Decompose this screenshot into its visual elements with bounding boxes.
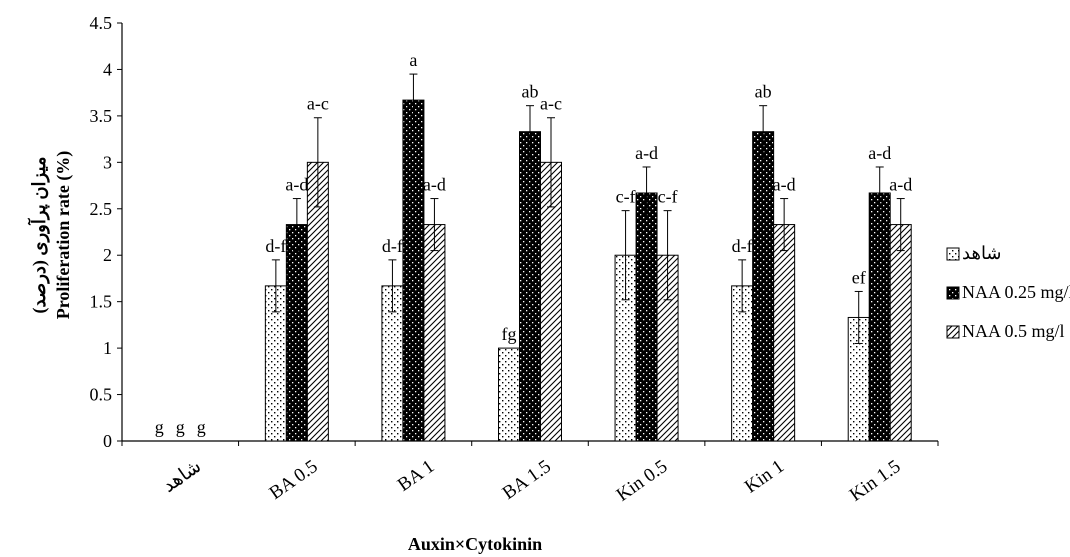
bar: [423, 224, 446, 442]
bar: [773, 224, 796, 442]
x-tick-label: Kin 1: [741, 456, 788, 498]
data-label: a-d: [285, 175, 308, 195]
data-label: c-f: [658, 187, 678, 207]
x-tick-label: Kin 1.5: [846, 456, 905, 506]
data-label: d-f: [382, 236, 403, 256]
data-label: a-d: [868, 143, 891, 163]
x-tick-label: Kin 0.5: [613, 456, 672, 506]
error-bar: [409, 73, 418, 127]
data-label: fg: [502, 324, 517, 344]
y-tick-label: 4: [103, 59, 112, 79]
x-tick-label: BA 1: [394, 456, 438, 496]
data-label: a-c: [307, 94, 329, 114]
data-label: a-d: [889, 175, 912, 195]
bar: [868, 192, 891, 442]
legend-item: شاهد: [946, 243, 1002, 263]
y-tick-label: 3.5: [90, 106, 113, 126]
x-axis-ticks: شاهد BA 0.5 BA 1 BA 1.5 Kin 0.5 Kin 1 Kin 1.5: [121, 441, 939, 506]
legend: شاهد NAA 0.25 mg/l NAA 0.5 mg/l: [946, 243, 1070, 341]
data-label: a: [409, 50, 417, 70]
y-tick-label: 2: [103, 245, 112, 265]
legend-item: NAA 0.25 mg/l: [946, 282, 1070, 302]
y-tick-label: 1: [103, 338, 112, 358]
data-label: a-d: [423, 175, 446, 195]
bar: [519, 131, 541, 442]
data-label: ef: [852, 267, 866, 287]
bar: [889, 224, 912, 442]
y-axis-ticks: 0 0.5 1 1.5 2 2.5 3 3.5 4 4.5: [90, 13, 122, 451]
y-tick-label: 0: [103, 431, 112, 451]
y-axis-title-en: Proliferation rate (%): [53, 151, 74, 320]
data-label: ab: [755, 82, 772, 102]
legend-label: NAA 0.25 mg/l: [962, 282, 1070, 302]
x-tick-label: شاهد: [159, 456, 205, 497]
error-bar: [292, 198, 301, 252]
data-label: g: [155, 417, 164, 437]
error-bar: [430, 198, 439, 252]
x-tick-label: BA 1.5: [499, 456, 555, 504]
bar: [498, 347, 520, 442]
y-tick-label: 4.5: [90, 13, 113, 33]
data-label: a-d: [773, 175, 796, 195]
error-bar: [896, 198, 905, 252]
data-label: a-d: [635, 143, 658, 163]
y-tick-label: 2.5: [90, 199, 113, 219]
bar: [285, 224, 308, 442]
error-bar: [738, 259, 747, 313]
legend-label: شاهد: [962, 243, 1002, 263]
y-axis-title-fa: میزان پرآوری (درصد): [27, 156, 50, 313]
legend-item: NAA 0.5 mg/l: [946, 321, 1065, 341]
error-bar: [271, 259, 280, 313]
error-bar: [313, 117, 322, 208]
error-bar: [388, 259, 397, 313]
data-label: c-f: [616, 187, 636, 207]
x-tick-label: BA 0.5: [266, 456, 322, 504]
error-bar: [759, 105, 768, 159]
legend-swatch: [946, 247, 960, 261]
bar: [402, 99, 425, 442]
y-tick-label: 0.5: [90, 385, 113, 405]
error-bar: [875, 166, 884, 220]
error-bar: [780, 198, 789, 252]
error-bar: [642, 166, 651, 220]
data-label: g: [197, 417, 206, 437]
data-label: a-c: [540, 94, 562, 114]
bar: [635, 192, 658, 442]
x-axis-title: Auxin×Cytokinin: [408, 534, 542, 554]
y-tick-label: 3: [103, 152, 112, 172]
data-label: d-f: [732, 236, 753, 256]
legend-swatch: [946, 286, 960, 300]
y-tick-label: 1.5: [90, 292, 113, 312]
legend-label: NAA 0.5 mg/l: [962, 321, 1065, 341]
bars: g g gd-fa-da-cd-faa-dfgaba-cc-fa-dc-fd-fab…: [155, 50, 912, 442]
data-label: ab: [522, 82, 539, 102]
error-bar: [526, 105, 534, 159]
error-bar: [547, 117, 555, 208]
bar: [752, 131, 775, 442]
data-label: g: [176, 417, 185, 437]
y-axis-title: میزان پرآوری (درصد) Proliferation rate (…: [27, 151, 74, 320]
error-bar: [663, 210, 672, 301]
error-bar: [854, 290, 863, 344]
data-label: d-f: [265, 236, 286, 256]
legend-swatch: [946, 325, 960, 339]
error-bar: [621, 210, 630, 301]
